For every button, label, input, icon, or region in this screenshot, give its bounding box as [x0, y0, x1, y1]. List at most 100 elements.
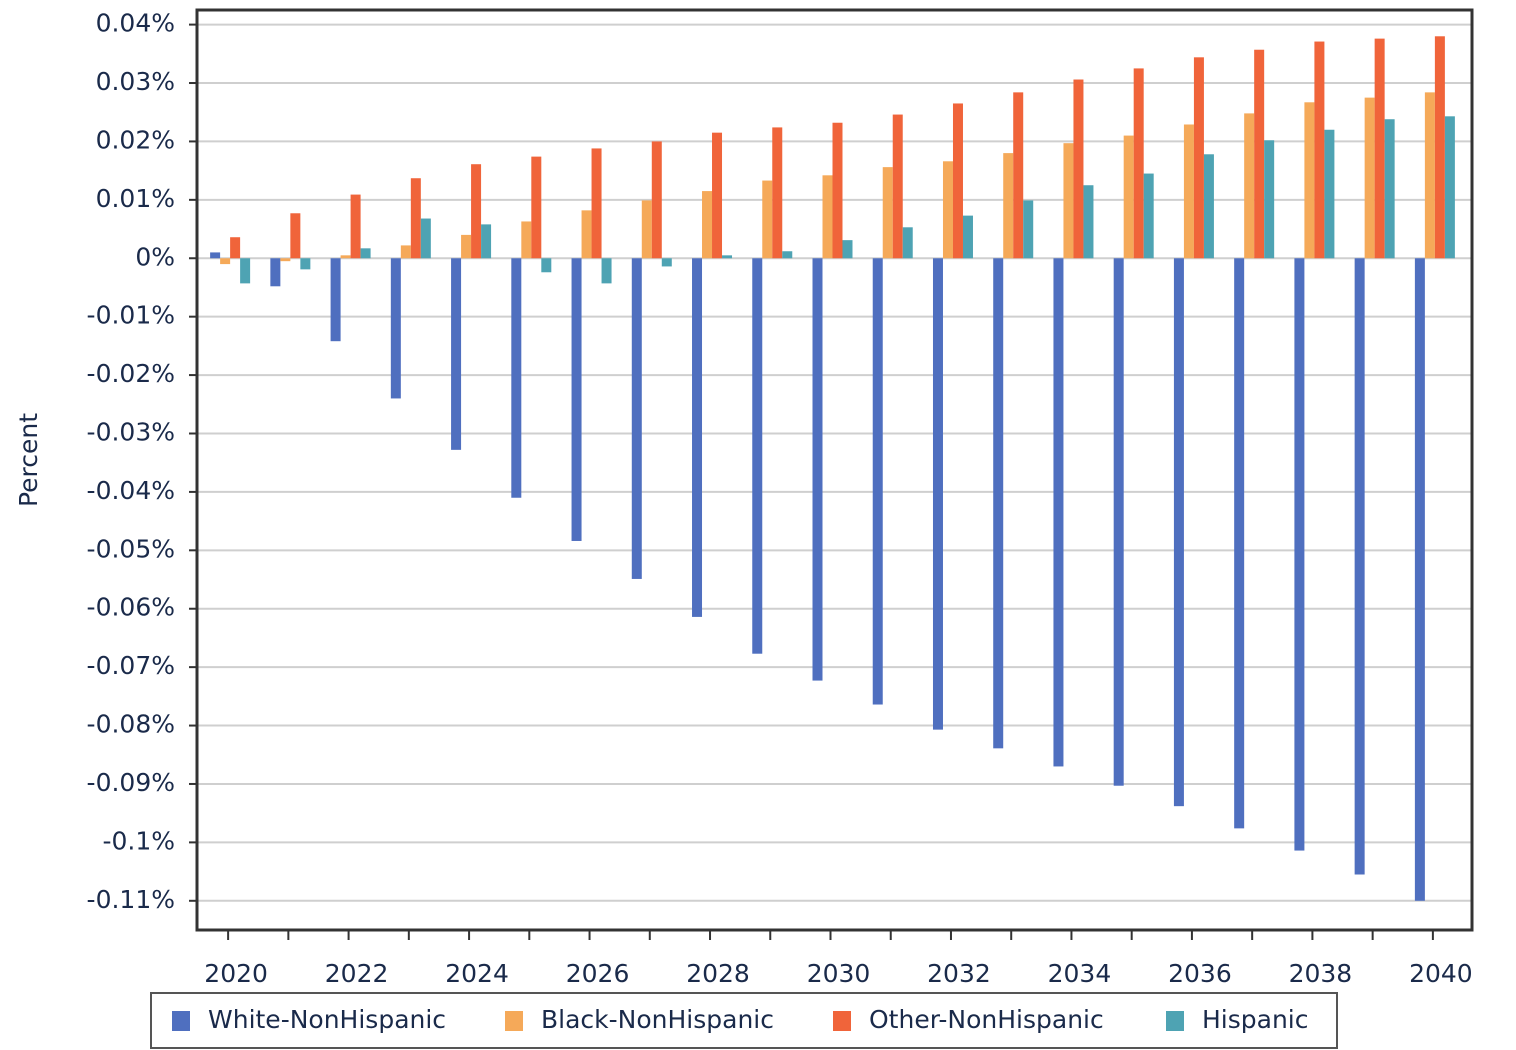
bar: [1183, 124, 1194, 259]
bar: [210, 252, 221, 259]
bar: [692, 258, 703, 617]
y-tick-label: -0.09%: [87, 768, 175, 797]
bar: [521, 221, 532, 259]
bar: [812, 258, 823, 681]
bar: [350, 194, 361, 259]
bar: [1384, 119, 1395, 259]
bar: [270, 258, 281, 287]
bar: [762, 180, 773, 259]
y-tick-label: -0.06%: [87, 593, 175, 622]
bar: [902, 227, 913, 259]
bar: [220, 258, 231, 265]
bar: [942, 161, 953, 259]
bar: [1244, 113, 1255, 259]
y-axis-label: Percent: [14, 413, 43, 507]
y-tick-label: -0.08%: [87, 710, 175, 739]
bar: [1294, 258, 1305, 851]
bar: [661, 258, 672, 267]
x-tick-label: 2040: [1409, 959, 1473, 988]
bar: [410, 178, 421, 259]
bar: [1123, 135, 1134, 259]
legend-label: Black-NonHispanic: [541, 1005, 774, 1034]
y-tick-label: -0.05%: [87, 534, 175, 563]
bar: [300, 258, 311, 270]
bar: [390, 258, 401, 399]
bar: [631, 258, 642, 579]
legend-box: [150, 992, 1338, 1049]
y-tick-label: -0.02%: [87, 359, 175, 388]
bar: [842, 240, 853, 259]
legend-label: Other-NonHispanic: [869, 1005, 1104, 1034]
bar: [1173, 258, 1184, 807]
bar: [1364, 97, 1375, 259]
legend-swatch: [505, 1011, 523, 1031]
legend-label: White-NonHispanic: [208, 1005, 446, 1034]
bar: [1013, 92, 1024, 259]
bar: [1234, 258, 1245, 829]
bar: [1374, 38, 1385, 259]
y-tick-label: -0.04%: [87, 476, 175, 505]
bar: [471, 164, 482, 259]
bar: [591, 148, 602, 259]
bar: [1053, 258, 1064, 767]
bar: [641, 200, 652, 259]
bar: [1254, 49, 1265, 259]
bar: [782, 251, 793, 259]
y-tick-label: -0.01%: [87, 301, 175, 330]
bar: [872, 258, 883, 705]
legend-swatch: [172, 1011, 190, 1031]
bar: [882, 167, 893, 259]
bar: [601, 258, 612, 284]
bar: [451, 258, 462, 450]
legend-swatch: [1166, 1011, 1184, 1031]
bar: [1113, 258, 1124, 786]
bar: [1264, 140, 1275, 259]
bar: [230, 237, 241, 259]
bar: [932, 258, 943, 730]
x-tick-label: 2034: [1048, 959, 1112, 988]
bar: [481, 224, 492, 259]
x-tick-label: 2038: [1289, 959, 1353, 988]
x-tick-label: 2026: [566, 959, 630, 988]
bar: [541, 258, 552, 273]
x-tick-label: 2036: [1168, 959, 1232, 988]
bar: [1023, 200, 1034, 259]
y-tick-label: -0.03%: [87, 417, 175, 446]
bar: [1324, 129, 1335, 259]
legend-label: Hispanic: [1202, 1005, 1309, 1034]
y-tick-label: 0.04%: [96, 9, 175, 38]
bar: [712, 132, 723, 259]
bar: [1414, 258, 1425, 901]
bar: [1203, 154, 1214, 259]
bar: [400, 245, 411, 259]
bar: [1424, 92, 1435, 259]
bar: [962, 215, 973, 259]
bar: [340, 255, 351, 259]
bar: [892, 114, 903, 259]
y-tick-label: 0%: [135, 242, 175, 271]
bar: [772, 127, 783, 259]
bar: [280, 258, 291, 262]
bar: [993, 258, 1004, 749]
y-tick-label: -0.07%: [87, 651, 175, 680]
x-tick-label: 2028: [686, 959, 750, 988]
bar: [581, 210, 592, 259]
bar: [330, 258, 341, 342]
bar: [531, 156, 542, 259]
y-tick-label: -0.11%: [87, 885, 175, 914]
x-tick-label: 2020: [204, 959, 268, 988]
bar: [1444, 116, 1455, 259]
bar: [1434, 36, 1445, 259]
bar: [461, 234, 472, 259]
bar: [240, 258, 251, 284]
y-tick-label: -0.1%: [102, 826, 175, 855]
bar: [822, 175, 833, 259]
bar: [1133, 68, 1144, 259]
bar: [1083, 185, 1094, 259]
bar: [702, 191, 713, 259]
bar: [1143, 173, 1154, 259]
bar: [722, 255, 733, 259]
y-tick-label: 0.02%: [96, 125, 175, 154]
bar: [1354, 258, 1365, 875]
